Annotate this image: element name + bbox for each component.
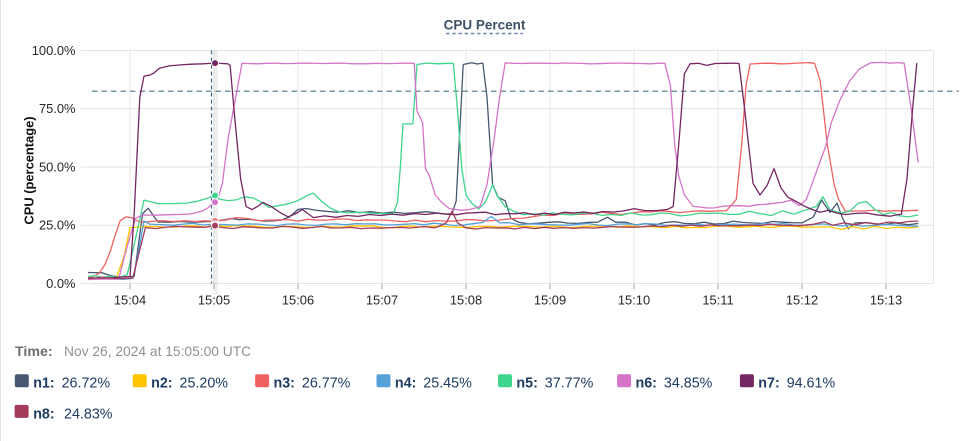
svg-text:0.0%: 0.0% (46, 276, 75, 291)
svg-text:n5:: n5: (516, 376, 537, 392)
svg-text:75.0%: 75.0% (39, 101, 76, 116)
svg-text:n1:: n1: (33, 376, 54, 392)
svg-text:15:07: 15:07 (366, 292, 398, 307)
svg-text:n7:: n7: (758, 376, 779, 392)
svg-text:n3:: n3: (274, 376, 295, 392)
svg-text:15:11: 15:11 (702, 292, 733, 307)
svg-text:15:09: 15:09 (534, 292, 566, 307)
svg-text:15:08: 15:08 (450, 292, 482, 307)
svg-text:94.61%: 94.61% (787, 376, 836, 392)
svg-text:25.20%: 25.20% (180, 376, 229, 392)
svg-text:n8:: n8: (33, 406, 54, 422)
svg-text:n6:: n6: (636, 376, 657, 392)
svg-text:CPU Percent: CPU Percent (444, 17, 526, 32)
svg-text:37.77%: 37.77% (545, 376, 594, 392)
svg-text:n4:: n4: (395, 376, 416, 392)
svg-text:15:13: 15:13 (870, 292, 902, 307)
svg-text:25.0%: 25.0% (39, 218, 76, 233)
svg-text:50.0%: 50.0% (39, 159, 76, 174)
svg-text:CPU (percentage): CPU (percentage) (22, 116, 37, 224)
svg-text:25.45%: 25.45% (423, 376, 472, 392)
svg-text:26.72%: 26.72% (62, 376, 111, 392)
svg-text:15:10: 15:10 (618, 292, 650, 307)
svg-text:Time:: Time: (15, 344, 53, 360)
svg-text:Nov 26, 2024 at 15:05:00 UTC: Nov 26, 2024 at 15:05:00 UTC (64, 344, 251, 359)
svg-text:n2:: n2: (151, 376, 172, 392)
svg-text:24.83%: 24.83% (64, 406, 113, 422)
svg-text:100.0%: 100.0% (32, 43, 76, 58)
svg-text:26.77%: 26.77% (302, 376, 351, 392)
svg-text:34.85%: 34.85% (664, 376, 713, 392)
svg-text:15:05: 15:05 (198, 292, 230, 307)
svg-text:15:06: 15:06 (282, 292, 314, 307)
svg-text:15:12: 15:12 (786, 292, 818, 307)
svg-text:15:04: 15:04 (114, 292, 146, 307)
